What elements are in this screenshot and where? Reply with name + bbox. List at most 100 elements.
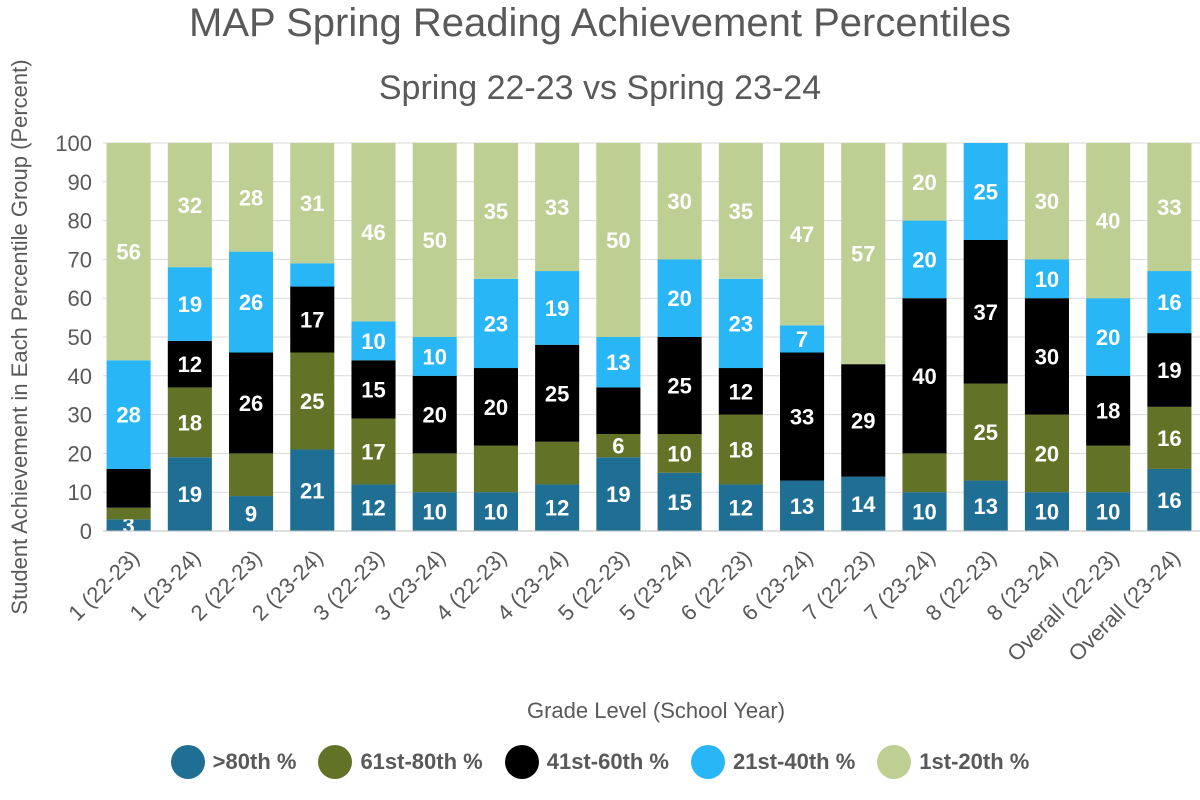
bar-segment xyxy=(290,263,335,287)
bar-segment xyxy=(167,143,212,268)
bar-segment xyxy=(290,143,335,264)
data-label: 23 xyxy=(484,311,508,336)
bar-segment xyxy=(963,383,1008,481)
bar-segment xyxy=(596,434,641,458)
bar-segment xyxy=(1024,259,1069,299)
y-tick-label: 20 xyxy=(68,441,92,466)
y-tick-label: 30 xyxy=(68,403,92,428)
bar-segment xyxy=(718,484,763,531)
data-label: 20 xyxy=(912,247,936,272)
data-label: 56 xyxy=(116,240,140,265)
data-label: 14 xyxy=(851,492,876,517)
bar-segment xyxy=(167,340,212,388)
data-label: 15 xyxy=(667,490,691,515)
bar-segment xyxy=(596,143,641,337)
bar-segment xyxy=(596,457,641,531)
bar-segment xyxy=(351,360,396,419)
data-label: 47 xyxy=(790,222,814,247)
data-label: 25 xyxy=(973,420,997,445)
data-label: 25 xyxy=(667,374,691,399)
data-label: 17 xyxy=(361,439,385,464)
data-label: 7 xyxy=(796,327,808,352)
bar-segment xyxy=(473,368,518,446)
data-label: 50 xyxy=(606,228,630,253)
legend-label: 41st-60th % xyxy=(546,749,669,774)
legend-item: 41st-60th % xyxy=(504,745,669,779)
bar-segment xyxy=(657,337,702,434)
bar-segment xyxy=(535,271,580,345)
data-label: 10 xyxy=(422,500,446,525)
data-label: 50 xyxy=(422,228,446,253)
data-label: 18 xyxy=(729,438,753,463)
data-label: 12 xyxy=(545,496,569,521)
data-label: 10 xyxy=(422,344,446,369)
data-label: 25 xyxy=(973,180,997,205)
bar-segment xyxy=(1147,468,1192,531)
bar-segment xyxy=(167,387,212,458)
data-label: 18 xyxy=(1096,399,1120,424)
data-label: 23 xyxy=(729,311,753,336)
bar-segment xyxy=(473,445,518,493)
data-label: 33 xyxy=(1157,195,1181,220)
bar-segment xyxy=(902,143,947,221)
data-label: 20 xyxy=(484,395,508,420)
bar-segment xyxy=(841,476,886,531)
data-label: 16 xyxy=(1157,488,1181,513)
bar-segment xyxy=(351,484,396,531)
data-label: 10 xyxy=(361,329,385,354)
bar-segment xyxy=(963,480,1008,531)
bar-segment xyxy=(1086,492,1131,531)
bar-segment xyxy=(412,143,457,337)
bar-segment xyxy=(167,457,212,531)
bar-segment xyxy=(902,220,947,299)
y-tick-label: 100 xyxy=(55,131,92,156)
bar-segment xyxy=(902,492,947,531)
legend-swatch xyxy=(318,745,353,779)
bar-segment xyxy=(290,286,335,353)
bar-segment xyxy=(412,375,457,454)
data-label: 28 xyxy=(239,185,263,210)
data-label: 10 xyxy=(912,500,936,525)
bar-segment xyxy=(780,143,825,326)
bar-segment xyxy=(657,434,702,473)
bar-segment xyxy=(229,453,274,497)
bar-segment xyxy=(1147,143,1192,272)
data-label: 32 xyxy=(178,193,202,218)
data-label: 31 xyxy=(300,191,324,216)
bar-segment xyxy=(1024,143,1069,260)
data-label: 26 xyxy=(239,391,263,416)
bar-segment xyxy=(106,507,151,520)
legend-item: 21st-40th % xyxy=(691,745,855,779)
bar-segment xyxy=(841,364,886,477)
data-label: 16 xyxy=(1157,290,1181,315)
data-label: 9 xyxy=(245,502,257,527)
bar-segment xyxy=(596,337,641,388)
data-label: 37 xyxy=(973,300,997,325)
data-label: 57 xyxy=(851,242,875,267)
legend-item: 1st-20th % xyxy=(877,745,1029,779)
y-tick-label: 90 xyxy=(68,170,92,195)
data-label: 30 xyxy=(1035,189,1059,214)
bar-segment xyxy=(1147,406,1192,469)
data-label: 10 xyxy=(1096,500,1120,525)
data-label: 20 xyxy=(422,403,446,428)
data-label: 10 xyxy=(667,441,691,466)
bar-segment xyxy=(106,519,151,531)
data-label: 25 xyxy=(545,381,569,406)
data-label: 13 xyxy=(606,350,630,375)
bar-segment xyxy=(1086,445,1131,493)
legend-swatch xyxy=(691,745,725,779)
bar-segment xyxy=(535,143,580,272)
data-label: 19 xyxy=(1157,358,1181,383)
bar-segment xyxy=(596,387,641,434)
data-label: 10 xyxy=(1035,267,1059,292)
data-label: 20 xyxy=(667,286,691,311)
chart-title: MAP Spring Reading Achievement Percentil… xyxy=(189,1,1011,45)
bar-segment xyxy=(229,143,274,252)
bar-segment xyxy=(473,143,518,279)
data-label: 6 xyxy=(612,434,624,459)
data-label: 16 xyxy=(1157,426,1181,451)
bar-segment xyxy=(1086,375,1131,446)
data-label: 40 xyxy=(1096,209,1120,234)
